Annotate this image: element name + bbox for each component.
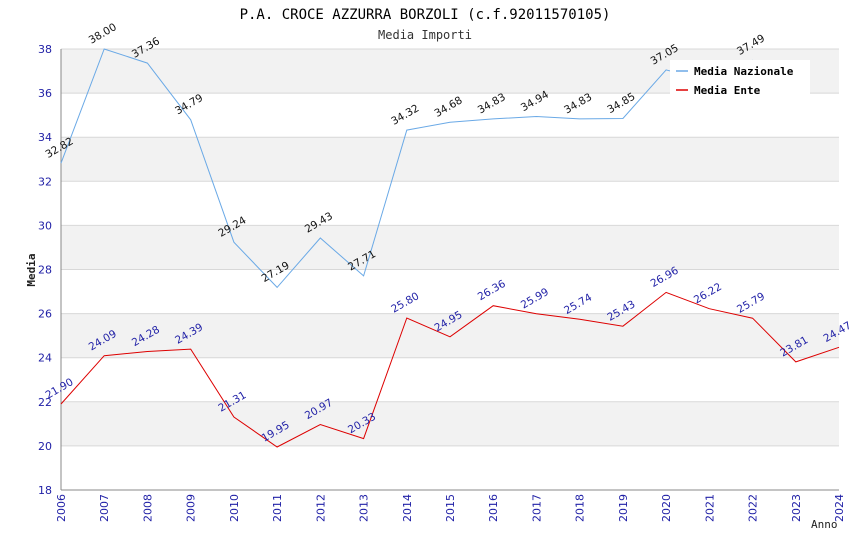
chart-subtitle: Media Importi <box>378 28 472 42</box>
grid-band <box>61 269 839 314</box>
grid-band <box>61 401 839 446</box>
legend: Media Nazionale Media Ente <box>670 60 810 97</box>
chart-title: P.A. CROCE AZZURRA BORZOLI (c.f.92011570… <box>240 7 611 23</box>
x-tick-label: 2016 <box>487 494 500 522</box>
x-tick-label: 2019 <box>617 494 630 522</box>
series-line-media-ente <box>60 291 840 448</box>
grid-band <box>61 357 839 402</box>
x-tick-label: 2013 <box>358 494 371 522</box>
x-tick-label: 2022 <box>747 494 760 522</box>
series-line-media-nazionale <box>60 48 753 289</box>
y-tick-label: 32 <box>38 175 52 188</box>
x-tick-label: 2017 <box>530 494 543 522</box>
grid-band <box>61 181 839 226</box>
y-axis-label: Media <box>25 253 38 286</box>
x-axis-label: Anno <box>811 518 838 531</box>
x-tick-label: 2020 <box>660 494 673 522</box>
grid-band <box>61 225 839 270</box>
grid-band <box>61 93 839 138</box>
data-label: 38.00 <box>87 21 119 46</box>
grid-band <box>61 313 839 358</box>
axes <box>60 49 839 491</box>
x-tick-label: 2010 <box>228 494 241 522</box>
legend-entry: Media Nazionale <box>694 65 794 78</box>
y-tick-label: 34 <box>38 131 52 144</box>
grid-band <box>61 137 839 182</box>
x-tick-label: 2024 <box>833 494 846 522</box>
legend-entry: Media Ente <box>694 84 761 97</box>
legend-background <box>670 60 810 96</box>
x-tick-label: 2021 <box>703 494 716 522</box>
series-lines <box>60 48 840 448</box>
y-tick-label: 24 <box>38 352 52 365</box>
x-tick-label: 2007 <box>98 494 111 522</box>
y-tick-label: 20 <box>38 440 52 453</box>
x-tick-label: 2014 <box>401 494 414 522</box>
y-tick-label: 18 <box>38 484 52 497</box>
x-tick-label: 2009 <box>185 494 198 522</box>
y-tick-label: 38 <box>38 43 52 56</box>
y-tick-labels: 18 20 22 24 26 28 30 32 34 36 38 <box>38 43 52 497</box>
x-tick-label: 2015 <box>444 494 457 522</box>
x-tick-label: 2012 <box>314 494 327 522</box>
y-tick-label: 22 <box>38 396 52 409</box>
x-tick-label: 2011 <box>271 494 284 522</box>
x-tick-label: 2018 <box>574 494 587 522</box>
grid-band <box>61 445 839 490</box>
y-tick-label: 26 <box>38 308 52 321</box>
y-tick-label: 36 <box>38 87 52 100</box>
x-tick-labels: 2006 2007 2008 2009 2010 2011 2012 2013 2014 2015… <box>55 494 846 522</box>
y-tick-label: 30 <box>38 219 52 232</box>
x-tick-label: 2008 <box>141 494 154 522</box>
grid-bands <box>61 49 839 490</box>
x-tick-label: 2006 <box>55 494 68 522</box>
y-tick-label: 28 <box>38 264 52 277</box>
x-tick-label: 2023 <box>790 494 803 522</box>
